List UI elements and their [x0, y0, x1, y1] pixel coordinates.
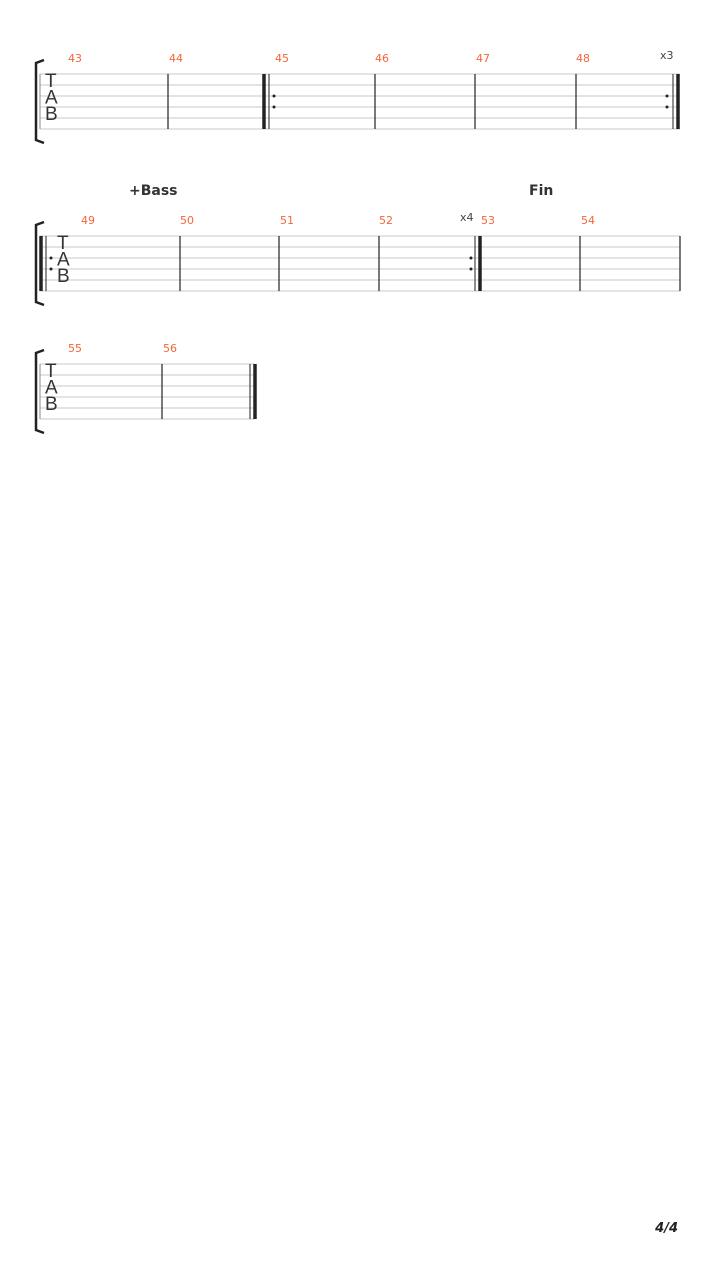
repeat-dot: [272, 94, 276, 98]
tab-clef-letter: A: [45, 378, 58, 399]
tab-clef-letter: A: [57, 250, 70, 271]
tab-clef-letter: A: [45, 88, 58, 109]
measure-number: 47: [476, 52, 490, 65]
repeat-dot: [469, 267, 473, 271]
repeat-dot: [665, 105, 669, 109]
tab-clef-letter: T: [45, 361, 57, 382]
repeat-dot: [665, 94, 669, 98]
measure-number: 50: [180, 214, 194, 227]
measure-number: 49: [81, 214, 95, 227]
repeat-dot: [49, 267, 53, 271]
tab-clef-letter: B: [45, 394, 58, 415]
tab-clef-letter: B: [45, 104, 58, 125]
measure-number: 53: [481, 214, 495, 227]
repeat-dot: [469, 256, 473, 260]
tab-clef-letter: T: [45, 71, 57, 92]
measure-number: 51: [280, 214, 294, 227]
section-marker-bass: +Bass: [129, 183, 178, 199]
system-bracket: [34, 220, 45, 307]
repeat-count: x4: [460, 211, 474, 224]
repeat-dot: [272, 105, 276, 109]
measure-number: 54: [581, 214, 595, 227]
repeat-dot: [49, 256, 53, 260]
measure-number: 45: [275, 52, 289, 65]
system-bracket: [34, 58, 45, 145]
measure-number: 55: [68, 342, 82, 355]
page-number: 4/4: [655, 1221, 678, 1236]
measure-number: 43: [68, 52, 82, 65]
measure-number: 44: [169, 52, 183, 65]
section-marker-fin: Fin: [529, 183, 553, 199]
measure-number: 48: [576, 52, 590, 65]
measure-number: 52: [379, 214, 393, 227]
tab-clef-letter: B: [57, 266, 70, 287]
measure-number: 56: [163, 342, 177, 355]
tab-clef-letter: T: [57, 233, 69, 254]
repeat-count: x3: [660, 49, 674, 62]
measure-number: 46: [375, 52, 389, 65]
system-bracket: [34, 348, 45, 435]
